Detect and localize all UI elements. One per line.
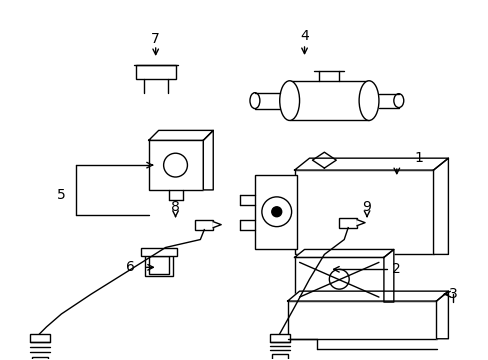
Bar [294, 257, 383, 302]
Ellipse shape [279, 81, 299, 121]
Text: 8: 8 [171, 200, 180, 214]
Polygon shape [148, 130, 213, 140]
Text: 7: 7 [151, 32, 160, 46]
Polygon shape [213, 222, 221, 228]
Bar [339, 218, 356, 228]
Text: 4: 4 [300, 29, 308, 43]
Bar [287, 301, 436, 339]
Bar [289, 81, 368, 121]
Circle shape [163, 153, 187, 177]
Circle shape [271, 207, 281, 217]
Bar [254, 175, 296, 249]
Bar [144, 255, 172, 276]
Polygon shape [287, 291, 447, 301]
Text: 1: 1 [413, 151, 422, 165]
Bar [195, 220, 213, 230]
Polygon shape [436, 291, 447, 339]
Text: 6: 6 [126, 260, 135, 274]
Bar [141, 248, 176, 256]
Ellipse shape [358, 81, 378, 121]
Polygon shape [294, 249, 393, 257]
Bar [271, 354, 287, 360]
Bar [294, 170, 433, 255]
Text: 2: 2 [392, 262, 400, 276]
Ellipse shape [249, 93, 259, 109]
Circle shape [328, 269, 348, 289]
Polygon shape [356, 220, 365, 226]
Polygon shape [203, 130, 213, 190]
Bar [32, 357, 47, 360]
Bar [148, 256, 168, 274]
Polygon shape [383, 249, 393, 302]
Polygon shape [294, 158, 447, 170]
Bar [30, 334, 49, 342]
Bar [136, 65, 175, 79]
Circle shape [262, 197, 291, 227]
Bar [148, 140, 203, 190]
Text: 9: 9 [362, 200, 371, 214]
Polygon shape [433, 158, 447, 255]
Text: 3: 3 [448, 287, 457, 301]
Text: 5: 5 [57, 188, 66, 202]
Ellipse shape [393, 94, 403, 108]
Bar [269, 334, 289, 342]
